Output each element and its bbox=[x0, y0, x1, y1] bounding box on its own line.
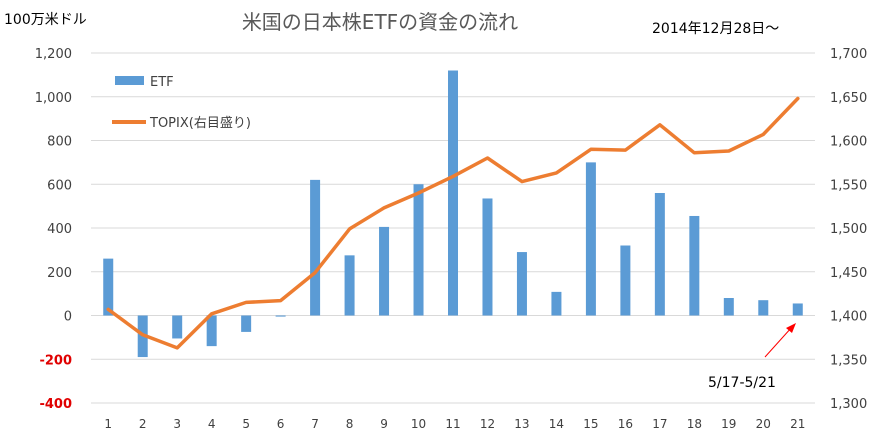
etf-bar bbox=[344, 255, 355, 316]
x-axis-tick-label: 3 bbox=[173, 417, 181, 431]
x-axis-tick-label: 16 bbox=[618, 417, 633, 431]
right-axis-tick-label: 1,450 bbox=[830, 266, 867, 281]
etf-bar bbox=[585, 162, 596, 316]
etf-bar bbox=[689, 215, 700, 316]
etf-bar bbox=[103, 258, 114, 316]
right-axis-tick-labels: 1,300 1,350 1,400 1,450 1,500 1,550 1,600 1,650… bbox=[830, 47, 867, 412]
right-axis-tick-label: 1,400 bbox=[830, 310, 867, 325]
x-axis-tick-label: 2 bbox=[139, 417, 147, 431]
left-axis-tick-label: -400 bbox=[39, 397, 72, 412]
legend-etf-swatch bbox=[115, 76, 144, 85]
x-axis-tick-label: 10 bbox=[411, 417, 426, 431]
topix-line-layer bbox=[106, 96, 800, 350]
x-axis-tick-label: 19 bbox=[721, 417, 736, 431]
x-axis-tick-labels: 1 2 3 4 5 6 7 8 9 10 11 12 13 14 15 16 17 18 19 20 21 bbox=[104, 417, 805, 431]
right-axis-tick-label: 1,350 bbox=[830, 353, 867, 368]
etf-bar bbox=[379, 226, 390, 316]
right-axis-tick-label: 1,550 bbox=[830, 178, 867, 193]
legend: ETF TOPIX(右目盛り) bbox=[112, 75, 251, 131]
x-axis-tick-label: 12 bbox=[480, 417, 495, 431]
legend-topix-label: TOPIX(右目盛り) bbox=[149, 116, 251, 131]
etf-bar bbox=[310, 179, 321, 316]
x-axis-tick-label: 9 bbox=[380, 417, 388, 431]
x-axis-tick-label: 11 bbox=[445, 417, 460, 431]
x-axis-tick-label: 5 bbox=[242, 417, 250, 431]
x-axis-tick-label: 20 bbox=[756, 417, 771, 431]
etf-bar bbox=[172, 315, 183, 339]
x-axis-tick-label: 15 bbox=[583, 417, 598, 431]
legend-etf-label: ETF bbox=[150, 75, 174, 90]
x-axis-tick-label: 8 bbox=[346, 417, 354, 431]
etf-bar bbox=[482, 198, 493, 316]
etf-bar bbox=[758, 300, 769, 316]
x-axis-tick-label: 6 bbox=[277, 417, 285, 431]
right-axis-tick-label: 1,650 bbox=[830, 91, 867, 106]
right-axis-tick-label: 1,300 bbox=[830, 397, 867, 412]
x-axis-tick-label: 13 bbox=[514, 417, 529, 431]
etf-bar bbox=[275, 315, 286, 317]
x-axis-tick-label: 14 bbox=[549, 417, 564, 431]
left-axis-tick-label: 1,000 bbox=[35, 91, 72, 106]
right-axis-tick-label: 1,700 bbox=[830, 47, 867, 62]
etf-bar bbox=[620, 245, 631, 316]
topix-line bbox=[106, 96, 800, 350]
etf-bar bbox=[654, 193, 665, 316]
left-axis-tick-label: 0 bbox=[64, 310, 72, 325]
left-axis-unit-label: 100万米ドル bbox=[4, 12, 87, 28]
x-axis-tick-label: 1 bbox=[104, 417, 112, 431]
period-label: 2014年12月28日～ bbox=[652, 21, 779, 37]
etf-bar bbox=[413, 184, 424, 316]
x-axis-tick-label: 4 bbox=[208, 417, 216, 431]
right-axis-tick-label: 1,500 bbox=[830, 222, 867, 237]
left-axis-tick-label: 200 bbox=[47, 266, 72, 281]
left-axis-tick-label: 800 bbox=[47, 135, 72, 150]
chart-title: 米国の日本株ETFの資金の流れ bbox=[242, 10, 518, 34]
annotation-arrowhead bbox=[786, 323, 796, 333]
left-axis-tick-label: -200 bbox=[39, 353, 72, 368]
annotation-label: 5/17-5/21 bbox=[708, 375, 776, 391]
etf-bars bbox=[103, 70, 803, 358]
etf-bar bbox=[448, 70, 458, 316]
left-axis-tick-label: 400 bbox=[47, 222, 72, 237]
annotation: 5/17-5/21 bbox=[708, 323, 796, 391]
right-axis-tick-label: 1,600 bbox=[830, 135, 867, 150]
left-axis-tick-label: 600 bbox=[47, 178, 72, 193]
etf-bar bbox=[206, 315, 217, 347]
etf-bar bbox=[723, 298, 734, 316]
x-axis-tick-label: 17 bbox=[652, 417, 667, 431]
x-axis-tick-label: 21 bbox=[790, 417, 805, 431]
etf-bar bbox=[792, 303, 803, 316]
x-axis-tick-label: 7 bbox=[311, 417, 319, 431]
annotation-arrow-line bbox=[764, 326, 793, 358]
etf-bar bbox=[551, 291, 562, 316]
left-axis-tick-labels: -400 -200 0 200 400 600 800 1,000 1,200 bbox=[35, 47, 72, 412]
x-axis-tick-label: 18 bbox=[687, 417, 702, 431]
etf-bar bbox=[241, 315, 252, 332]
left-axis-tick-label: 1,200 bbox=[35, 47, 72, 62]
etf-bar bbox=[516, 252, 527, 316]
